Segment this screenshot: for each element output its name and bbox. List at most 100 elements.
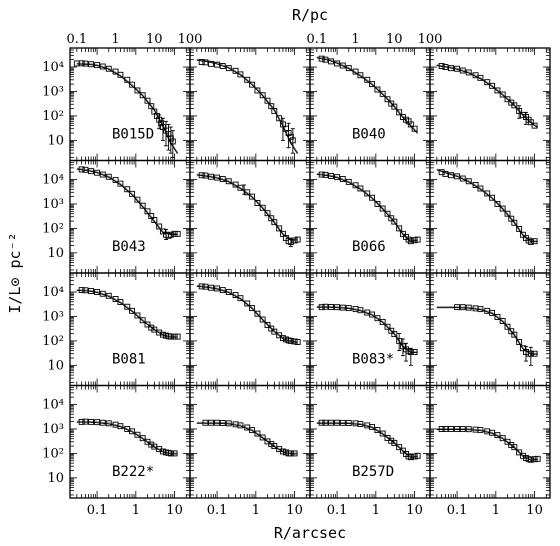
y-tick-label: 10² — [42, 221, 64, 236]
y-tick-label: 10 — [47, 246, 64, 261]
panel-label-layer: B015D B040 B043 B066 B081 B083* B222* B257D — [112, 127, 394, 481]
data-point — [159, 228, 166, 235]
data-point — [134, 312, 141, 319]
data-point — [237, 422, 244, 429]
data-point — [112, 68, 119, 75]
data-point — [516, 226, 523, 232]
data-point — [268, 215, 275, 222]
panel-data — [436, 304, 538, 366]
data-point — [499, 318, 506, 324]
data-point — [208, 173, 215, 180]
data-point — [259, 92, 266, 99]
data-point — [494, 201, 501, 207]
data-point — [494, 87, 501, 94]
data-point — [504, 438, 511, 445]
data-point — [369, 81, 376, 88]
data-point — [334, 419, 341, 426]
data-point — [388, 215, 395, 222]
data-point — [357, 185, 364, 192]
y-tick-label: 10³ — [42, 422, 64, 437]
data-point — [219, 420, 226, 426]
data-point — [448, 65, 455, 72]
data-point — [112, 177, 119, 184]
data-point — [158, 120, 165, 127]
data-point — [144, 208, 151, 215]
data-point — [334, 60, 341, 67]
data-point — [268, 441, 275, 448]
data-point — [88, 61, 95, 68]
data-point — [148, 103, 155, 110]
data-point — [174, 333, 181, 340]
panel-data — [196, 58, 299, 154]
data-point — [318, 419, 325, 426]
y-tick-label: 10⁴ — [42, 173, 64, 188]
x-top-tick-label: 1 — [111, 32, 119, 47]
panel-label: B015D — [112, 127, 154, 143]
panel-16 — [429, 384, 551, 499]
data-point — [334, 304, 341, 311]
data-point — [438, 426, 445, 432]
data-point — [264, 210, 271, 217]
data-point — [399, 230, 406, 237]
panel-label: B257D — [352, 464, 394, 480]
panel-data — [436, 63, 539, 129]
x-axis-title-top: R/pc — [292, 6, 328, 24]
data-point — [384, 210, 391, 217]
data-point — [527, 119, 534, 126]
data-point — [369, 424, 376, 430]
data-point — [291, 237, 298, 244]
data-point — [169, 138, 176, 145]
data-point — [384, 96, 391, 103]
data-point — [271, 328, 278, 335]
data-point — [148, 441, 155, 448]
y-tick-label: 10 — [47, 358, 64, 373]
data-point — [156, 223, 163, 230]
data-point — [477, 427, 484, 434]
data-point — [504, 323, 511, 330]
data-point — [287, 238, 294, 245]
data-point — [139, 317, 146, 324]
y-tick-label: 10 — [47, 133, 64, 148]
panel-frame — [309, 47, 431, 162]
data-point — [291, 450, 298, 457]
data-point — [499, 91, 506, 98]
panel-label: B081 — [112, 352, 146, 368]
data-point — [357, 307, 364, 314]
data-point — [508, 215, 515, 222]
data-point — [117, 71, 124, 78]
data-point — [454, 426, 461, 432]
data-point — [357, 421, 364, 427]
data-point — [198, 283, 205, 290]
data-point — [511, 219, 518, 226]
panel-data — [436, 426, 541, 463]
data-point — [519, 231, 526, 238]
x-top-tick-label: 10 — [146, 32, 163, 47]
data-point — [465, 426, 472, 433]
x-top-tick-label: 0.1 — [66, 32, 87, 47]
model-profile-curve — [436, 306, 538, 355]
data-point — [82, 418, 89, 425]
data-point — [271, 443, 278, 450]
data-point — [328, 419, 335, 426]
data-point — [379, 90, 386, 97]
x-bottom-tick-label: 10 — [286, 503, 303, 518]
data-point — [384, 323, 391, 330]
panel-label: B040 — [352, 127, 386, 143]
data-point — [318, 55, 325, 62]
data-point — [511, 102, 518, 109]
panel-frame — [69, 159, 191, 274]
data-point — [454, 65, 461, 72]
data-point — [407, 454, 414, 461]
data-point — [334, 174, 341, 181]
data-point — [225, 420, 232, 427]
data-point — [399, 447, 406, 454]
data-point — [208, 419, 215, 426]
y-tick-label: 10² — [42, 334, 64, 349]
data-point — [279, 335, 286, 342]
x-top-tick-label: 10 — [386, 32, 403, 47]
data-point — [259, 434, 266, 441]
x-top-tick-label: 100 — [178, 32, 203, 47]
data-point — [225, 178, 232, 185]
data-point — [82, 287, 89, 294]
data-point — [139, 435, 146, 442]
